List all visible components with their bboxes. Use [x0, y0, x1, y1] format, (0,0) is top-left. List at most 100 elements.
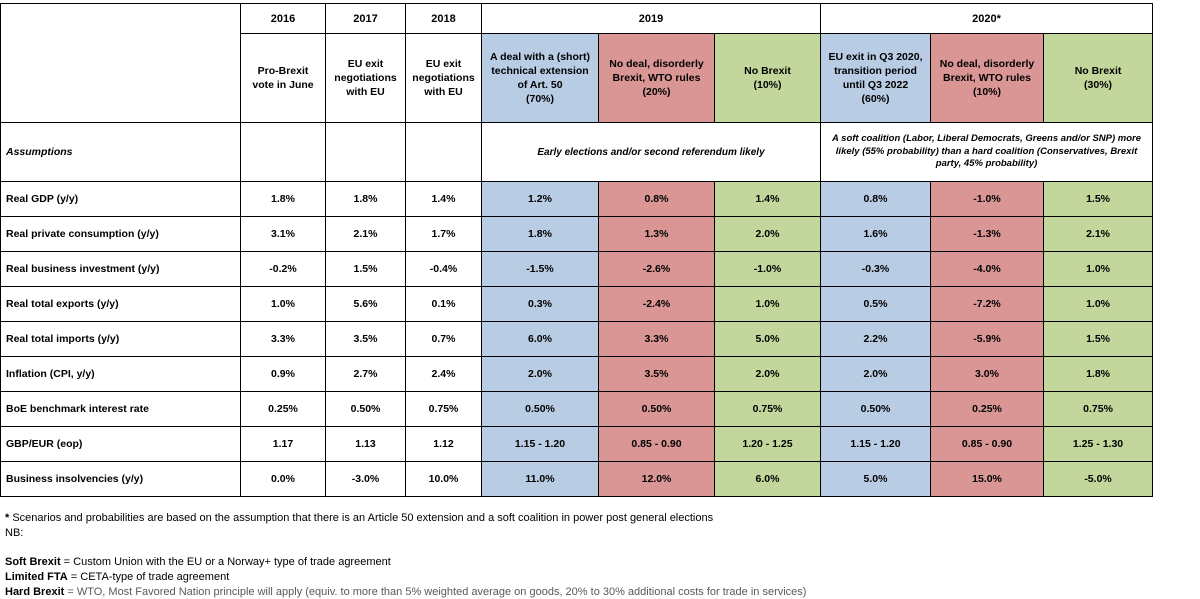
row-label: GBP/EUR (eop)	[0, 426, 241, 462]
value-cell: -0.3%	[820, 251, 932, 287]
value-cell: 6.0%	[713, 461, 822, 497]
scenario-prob: (10%)	[973, 86, 1002, 99]
value-cell: -7.2%	[930, 286, 1045, 322]
scenario-title: EU exit negotiations with EU	[412, 57, 475, 99]
assumptions-label: Assumptions	[0, 122, 241, 182]
scenario-title: No Brexit	[744, 64, 791, 77]
scenario-title: Pro-Brexit vote in June	[252, 64, 314, 91]
scenario-header-nodeal-2020: No deal, disorderly Brexit, WTO rules (1…	[930, 33, 1045, 123]
scenario-header-nobrexit-2020: No Brexit (30%)	[1043, 33, 1154, 123]
definition-text: = CETA-type of trade agreement	[67, 571, 230, 583]
definition-term: Limited FTA	[5, 571, 68, 583]
year-header: 2016	[240, 3, 326, 34]
value-cell: -4.0%	[930, 251, 1045, 287]
table-row: BoE benchmark interest rate 0.25% 0.50% …	[0, 391, 1154, 427]
row-label: Business insolvencies (y/y)	[0, 461, 241, 497]
value-cell: 1.13	[325, 426, 406, 462]
row-label: Real GDP (y/y)	[0, 181, 241, 217]
scenario-prob: (60%)	[861, 93, 890, 106]
table-row: Real GDP (y/y) 1.8% 1.8% 1.4% 1.2% 0.8% …	[0, 181, 1154, 217]
value-cell: 2.0%	[820, 356, 932, 392]
scenario-header-exit-2020: EU exit in Q3 2020, transition period un…	[820, 33, 932, 123]
value-cell: 2.4%	[405, 356, 482, 392]
table-row: Real total exports (y/y) 1.0% 5.6% 0.1% …	[0, 286, 1154, 322]
brexit-scenarios-table: 2016 2017 2018 2019 2020* Pro-Brexit vot…	[0, 3, 1154, 497]
value-cell: 0.50%	[598, 391, 715, 427]
definition-text: = WTO, Most Favored Nation principle wil…	[64, 586, 807, 598]
value-cell: 0.50%	[820, 391, 932, 427]
value-cell: -0.4%	[405, 251, 482, 287]
value-cell: -0.2%	[240, 251, 326, 287]
value-cell: 11.0%	[481, 461, 599, 497]
value-cell: 3.3%	[240, 321, 326, 357]
value-cell: 1.7%	[405, 216, 482, 252]
value-cell: -3.0%	[325, 461, 406, 497]
value-cell: 0.75%	[405, 391, 482, 427]
value-cell: 1.5%	[1043, 181, 1154, 217]
scenario-title: No deal, disorderly Brexit, WTO rules	[609, 57, 704, 84]
value-cell: -2.6%	[598, 251, 715, 287]
value-cell: -2.4%	[598, 286, 715, 322]
value-cell: 0.7%	[405, 321, 482, 357]
footnote-text: Scenarios and probabilities are based on…	[9, 512, 714, 524]
scenario-header: Pro-Brexit vote in June	[240, 33, 326, 123]
value-cell: 1.15 - 1.20	[481, 426, 599, 462]
spreadsheet-view: 2016 2017 2018 2019 2020* Pro-Brexit vot…	[0, 3, 1200, 598]
definition-term: Hard Brexit	[5, 586, 65, 598]
scenario-title: EU exit in Q3 2020, transition period un…	[828, 50, 923, 91]
table-row: Business insolvencies (y/y) 0.0% -3.0% 1…	[0, 461, 1154, 497]
value-cell: 1.20 - 1.25	[713, 426, 822, 462]
value-cell: 2.0%	[713, 216, 822, 252]
value-cell: 1.12	[405, 426, 482, 462]
definition-term: Soft Brexit	[5, 556, 61, 568]
value-cell: 1.8%	[325, 181, 406, 217]
value-cell: 10.0%	[405, 461, 482, 497]
nb-label: NB:	[5, 527, 24, 539]
spacer	[5, 541, 1200, 555]
value-cell: 2.0%	[481, 356, 599, 392]
year-header: 2018	[405, 3, 482, 34]
scenario-prob: (70%)	[525, 93, 554, 106]
value-cell: 1.5%	[1043, 321, 1154, 357]
value-cell: 0.50%	[481, 391, 599, 427]
value-cell: 3.3%	[598, 321, 715, 357]
value-cell: -5.0%	[1043, 461, 1154, 497]
value-cell: 0.0%	[240, 461, 326, 497]
value-cell: 5.6%	[325, 286, 406, 322]
value-cell: -5.9%	[930, 321, 1045, 357]
value-cell: 2.1%	[1043, 216, 1154, 252]
value-cell: 15.0%	[930, 461, 1045, 497]
scenario-prob: (30%)	[1084, 79, 1113, 91]
row-label: Real business investment (y/y)	[0, 251, 241, 287]
assumptions-row: Assumptions Early elections and/or secon…	[0, 122, 1154, 182]
scenario-header: EU exit negotiations with EU	[325, 33, 406, 123]
year-header: 2019	[480, 3, 822, 34]
value-cell: 1.8%	[1043, 356, 1154, 392]
value-cell: 0.1%	[405, 286, 482, 322]
assumption-note-2020: A soft coalition (Labor, Liberal Democra…	[820, 122, 1154, 182]
value-cell: -1.0%	[930, 181, 1045, 217]
value-cell: 2.1%	[325, 216, 406, 252]
definition-text: = Custom Union with the EU or a Norway+ …	[60, 556, 391, 568]
table-row: GBP/EUR (eop) 1.17 1.13 1.12 1.15 - 1.20…	[0, 426, 1154, 462]
value-cell: 5.0%	[820, 461, 932, 497]
value-cell: 2.2%	[820, 321, 932, 357]
scenario-title: A deal with a (short) technical extensio…	[490, 50, 590, 91]
definition-hard-brexit: Hard Brexit = WTO, Most Favored Nation p…	[5, 585, 1200, 599]
value-cell: 5.0%	[713, 321, 822, 357]
value-cell: 0.25%	[930, 391, 1045, 427]
table-row: Real private consumption (y/y) 3.1% 2.1%…	[0, 216, 1154, 252]
scenario-header-nobrexit-2019: No Brexit (10%)	[713, 33, 822, 123]
value-cell: 3.1%	[240, 216, 326, 252]
row-label: Real total imports (y/y)	[0, 321, 241, 357]
value-cell: 1.0%	[1043, 286, 1154, 322]
value-cell: 6.0%	[481, 321, 599, 357]
empty-cell	[240, 122, 326, 182]
year-header-row: 2016 2017 2018 2019 2020*	[0, 3, 1154, 123]
scenario-header-nodeal-2019: No deal, disorderly Brexit, WTO rules (2…	[598, 33, 715, 123]
value-cell: 3.5%	[598, 356, 715, 392]
footnotes: * Scenarios and probabilities are based …	[0, 511, 1200, 599]
row-label: Real total exports (y/y)	[0, 286, 241, 322]
value-cell: -1.0%	[713, 251, 822, 287]
row-label: Inflation (CPI, y/y)	[0, 356, 241, 392]
